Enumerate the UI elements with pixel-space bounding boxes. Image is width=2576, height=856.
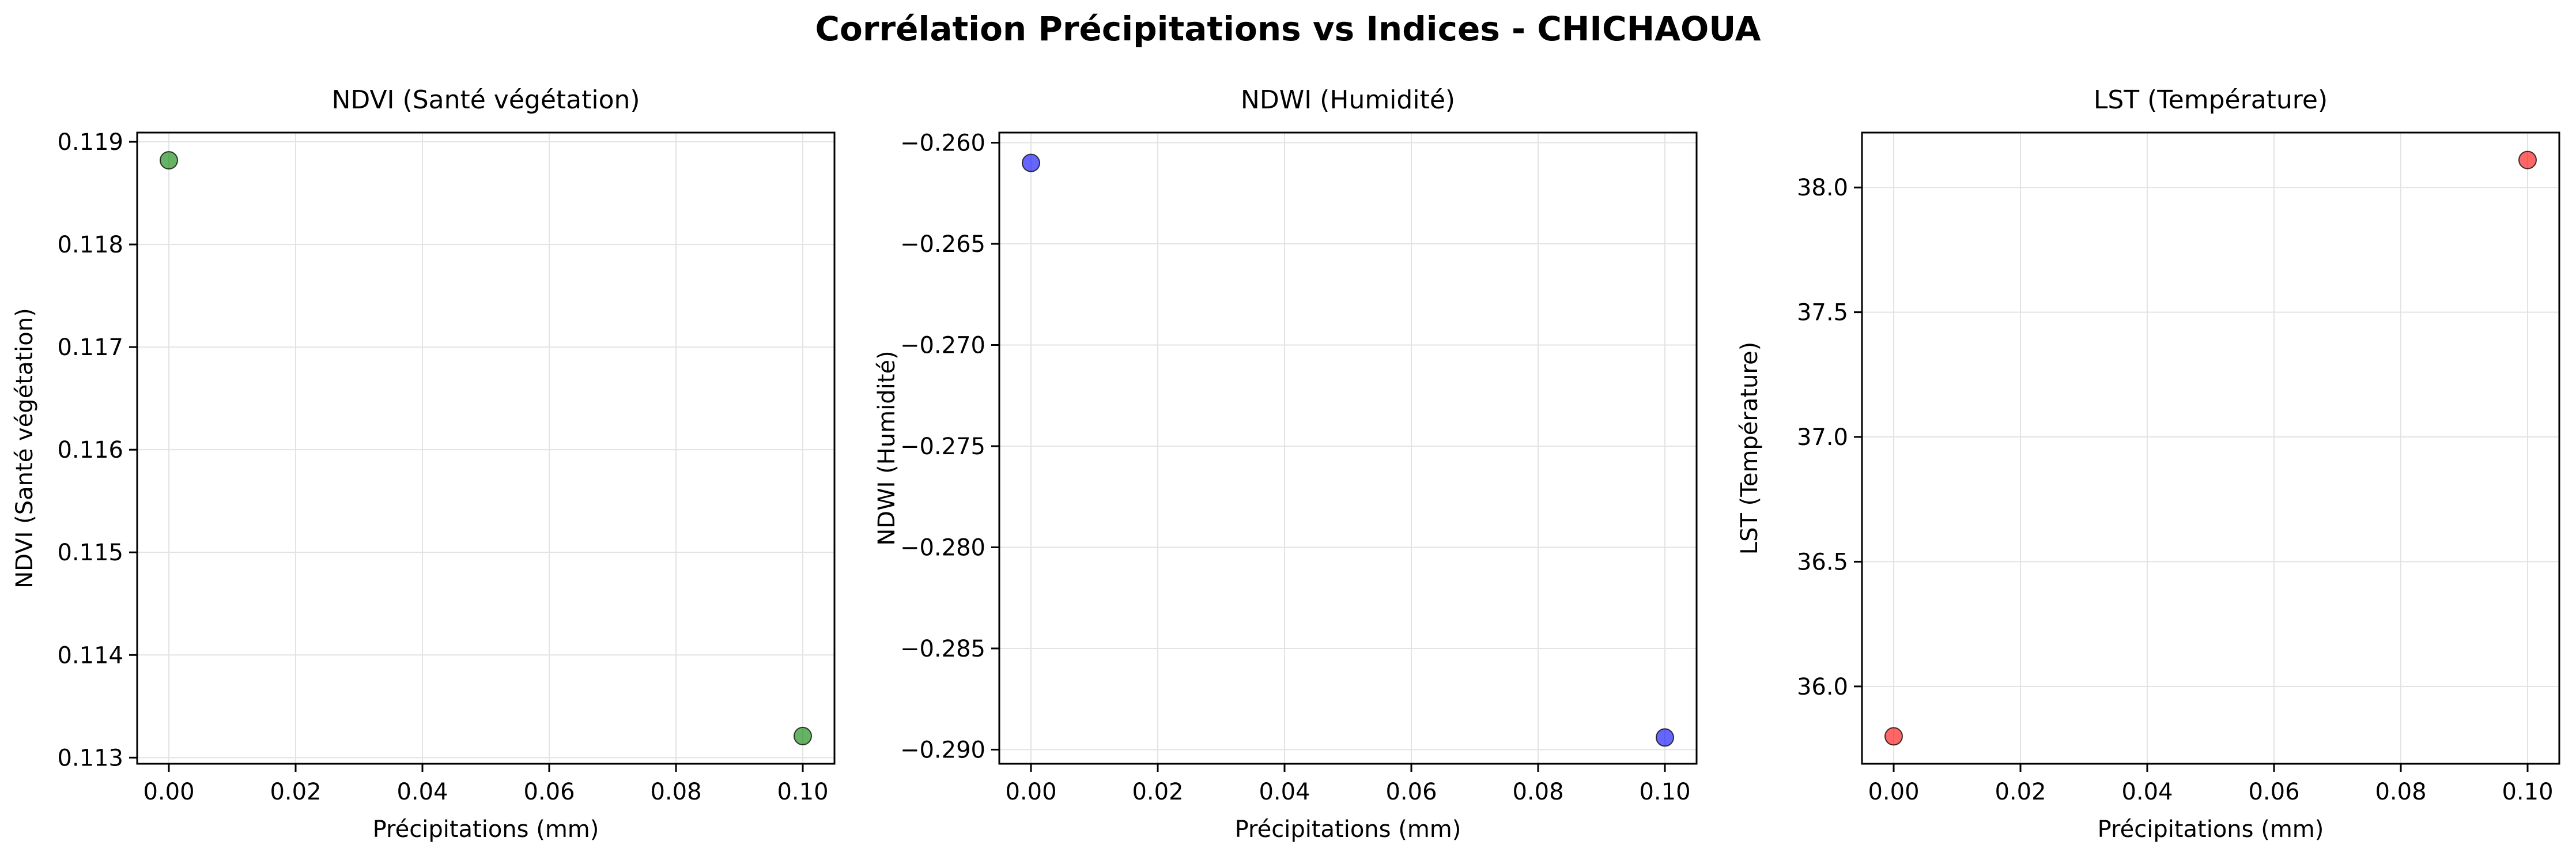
x-tick-label: 0.02 xyxy=(270,779,321,805)
subplots: 0.00 0.02 0.04 0.06 0.08 0.10 0.113 0.114 0.115 0… xyxy=(12,85,2560,843)
subplot-title: NDWI (Humidité) xyxy=(1241,85,1455,115)
y-axis-label: NDVI (Santé végétation) xyxy=(12,308,38,588)
x-tick-label: 0.10 xyxy=(1639,779,1690,805)
y-tick-label: −0.260 xyxy=(900,130,985,157)
x-tick-label: 0.06 xyxy=(2248,779,2299,805)
x-tick-label: 0.08 xyxy=(650,779,701,805)
x-tick-label: 0.06 xyxy=(523,779,575,805)
data-point xyxy=(1022,153,1040,172)
x-tick-label: 0.04 xyxy=(396,779,448,805)
y-tick-label: −0.270 xyxy=(900,333,985,359)
subplot-title: NDVI (Santé végétation) xyxy=(331,85,640,115)
x-tick-label: 0.02 xyxy=(1995,779,2046,805)
y-tick-label: 0.116 xyxy=(57,437,123,463)
x-tick-label: 0.08 xyxy=(2375,779,2426,805)
y-tick-label: 36.5 xyxy=(1797,549,1848,575)
y-tick-label: 0.113 xyxy=(57,745,123,771)
data-point xyxy=(794,726,812,745)
axes-frame xyxy=(1861,131,2560,765)
data-point xyxy=(1884,727,1903,746)
y-axis-label: LST (Température) xyxy=(1736,342,1763,555)
x-tick-label: 0.02 xyxy=(1132,779,1183,805)
y-tick-label: −0.280 xyxy=(900,534,985,561)
x-tick-label: 0.08 xyxy=(1512,779,1563,805)
x-tick-label: 0.00 xyxy=(1005,779,1056,805)
y-tick-label: 36.0 xyxy=(1797,674,1848,700)
x-tick-label: 0.04 xyxy=(1259,779,1310,805)
x-axis-label: Précipitations (mm) xyxy=(2098,816,2324,843)
y-tick-label: −0.265 xyxy=(900,231,985,258)
y-tick-label: 38.0 xyxy=(1797,175,1848,201)
axes-frame xyxy=(136,131,836,765)
x-axis-label: Précipitations (mm) xyxy=(1235,816,1461,843)
y-tick-label: 0.119 xyxy=(57,129,123,156)
data-point xyxy=(1656,728,1674,747)
x-tick-label: 0.04 xyxy=(2121,779,2173,805)
y-tick-label: −0.290 xyxy=(900,737,985,763)
y-tick-label: 37.5 xyxy=(1797,300,1848,326)
y-tick-label: 0.114 xyxy=(57,642,123,669)
x-tick-label: 0.06 xyxy=(1385,779,1437,805)
y-tick-label: −0.285 xyxy=(900,636,985,662)
axes-frame xyxy=(998,131,1698,765)
subplot-1: 0.00 0.02 0.04 0.06 0.08 0.10 0.113 0.114 0.115 0… xyxy=(12,85,836,843)
y-tick-label: 0.117 xyxy=(57,334,123,361)
data-point xyxy=(160,151,178,170)
data-point xyxy=(2518,150,2537,169)
y-tick-label: −0.275 xyxy=(900,433,985,460)
x-tick-label: 0.00 xyxy=(1868,779,1919,805)
y-tick-label: 0.115 xyxy=(57,540,123,566)
x-axis-label: Précipitations (mm) xyxy=(373,816,599,843)
subplot-title: LST (Température) xyxy=(2094,85,2328,115)
x-tick-label: 0.10 xyxy=(777,779,828,805)
y-tick-label: 0.118 xyxy=(57,232,123,258)
figure-title: Corrélation Précipitations vs Indices - … xyxy=(815,9,1761,48)
x-tick-label: 0.00 xyxy=(143,779,194,805)
subplot-2: 0.00 0.02 0.04 0.06 0.08 0.10 −0.290 −0.285 −0.2… xyxy=(874,85,1698,843)
y-tick-label: 37.0 xyxy=(1797,424,1848,451)
subplot-3: 0.00 0.02 0.04 0.06 0.08 0.10 36.0 36.5 37.0 37.5… xyxy=(1736,85,2560,843)
y-axis-label: NDWI (Humidité) xyxy=(874,350,900,545)
x-tick-label: 0.10 xyxy=(2502,779,2553,805)
